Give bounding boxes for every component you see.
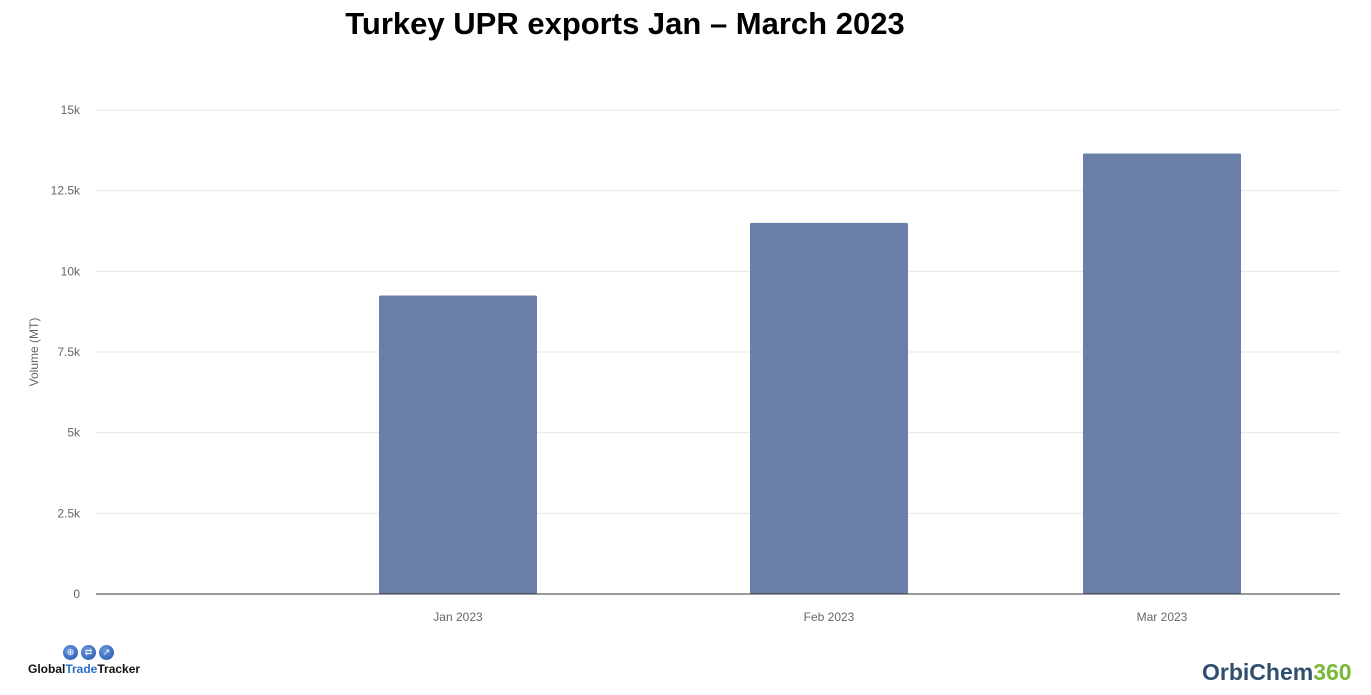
chart-title: Turkey UPR exports Jan – March 2023	[345, 6, 905, 41]
y-axis-label: Volume (MT)	[27, 318, 41, 387]
y-tick-label: 15k	[61, 103, 81, 117]
bar-mar-2023	[1083, 153, 1241, 594]
globe-icon: ⊕	[63, 645, 78, 660]
orbichem360-logo: OrbiChem360	[1202, 659, 1352, 685]
y-tick-label: 0	[73, 587, 80, 601]
x-tick-label: Feb 2023	[804, 610, 855, 624]
y-tick-label: 10k	[61, 264, 81, 278]
x-tick-label: Mar 2023	[1137, 610, 1188, 624]
chart-icon: ↗	[99, 645, 114, 660]
global-trade-tracker-logo: ⊕ ⇄ ↗ GlobalTradeTracker	[28, 645, 141, 676]
bar-feb-2023	[750, 222, 908, 594]
y-tick-label: 7.5k	[57, 345, 81, 359]
exchange-icon: ⇄	[81, 645, 96, 660]
bar-jan-2023	[379, 295, 537, 594]
x-tick-label: Jan 2023	[433, 610, 483, 624]
y-tick-label: 5k	[67, 426, 81, 440]
y-tick-label: 12.5k	[51, 184, 81, 198]
y-tick-label: 2.5k	[57, 506, 81, 520]
